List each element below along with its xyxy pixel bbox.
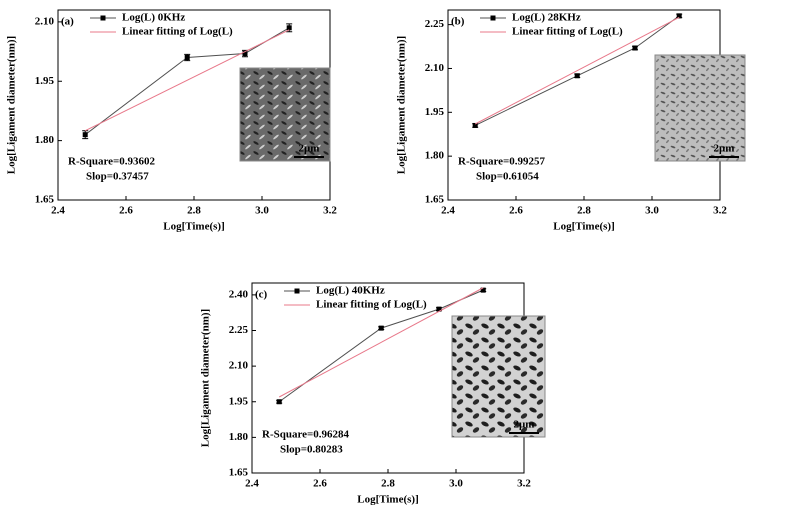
y-axis-label: Log[Ligament diameter(nm)] <box>6 36 18 174</box>
panel-label: (b) <box>451 16 465 28</box>
x-tick-label: 2.4 <box>245 478 259 490</box>
y-axis-label: Log[Ligament diameter(nm)] <box>200 309 212 447</box>
fit-annotation: Slop=0.61054 <box>476 171 539 183</box>
legend-label: Log(L) 40KHz <box>316 285 385 297</box>
x-tick-label: 2.4 <box>51 205 65 217</box>
data-point <box>676 13 682 19</box>
y-tick-label: 1.65 <box>425 194 445 206</box>
x-tick-label: 3.0 <box>255 205 269 217</box>
chart-panel: 2.4 2.6 2.8 3.0 3.2 1.65 1.80 1.95 2.10 Log[Time(… <box>6 9 337 233</box>
data-point <box>82 132 88 138</box>
y-tick-label: 1.80 <box>425 150 445 162</box>
x-axis-label: Log[Time(s)] <box>553 221 615 233</box>
x-axis-label: Log[Time(s)] <box>163 221 225 233</box>
x-tick-label: 3.0 <box>645 205 659 217</box>
fit-annotation: R-Square=0.96284 <box>262 429 350 441</box>
y-tick-label: 2.10 <box>35 15 55 27</box>
x-tick-label: 2.8 <box>577 205 591 217</box>
x-tick-label: 3.2 <box>517 478 531 490</box>
data-point <box>480 287 486 293</box>
y-tick-label: 1.95 <box>229 395 249 407</box>
x-tick-label: 2.4 <box>441 205 455 217</box>
data-line <box>474 15 680 126</box>
inset-image <box>239 67 331 162</box>
x-tick-label: 2.6 <box>119 205 133 217</box>
chart-panel: 2.4 2.6 2.8 3.0 3.2 1.65 1.80 1.95 2.10 2.25 Log[T… <box>396 9 746 233</box>
scale-label: 2μm <box>714 143 735 155</box>
data-point <box>242 51 248 57</box>
legend-marker <box>490 15 496 21</box>
y-tick-label: 2.40 <box>229 288 249 300</box>
fit-line <box>278 287 484 398</box>
fit-annotation: Slop=0.80283 <box>280 444 343 456</box>
data-point <box>286 25 292 31</box>
data-point <box>378 325 384 331</box>
y-tick-label: 2.25 <box>425 18 445 30</box>
data-point <box>184 55 190 60</box>
data-point <box>436 306 442 312</box>
y-tick-label: 1.95 <box>35 75 55 87</box>
legend-label: Linear fitting of Log(L) <box>316 299 427 311</box>
y-tick-label: 2.25 <box>229 324 249 336</box>
fit-annotation: R-Square=0.93602 <box>68 156 156 168</box>
legend-label: Linear fitting of Log(L) <box>512 26 623 38</box>
fit-annotation: R-Square=0.99257 <box>458 156 546 168</box>
x-axis-label: Log[Time(s)] <box>357 494 419 506</box>
scale-label: 2μm <box>299 143 320 155</box>
scale-label: 2μm <box>514 419 535 431</box>
data-point <box>276 399 282 405</box>
y-tick-label: 1.65 <box>35 194 55 206</box>
legend-marker <box>294 288 300 294</box>
legend-marker <box>100 15 106 21</box>
legend-label: Log(L) 0KHz <box>122 12 185 24</box>
panel-label: (c) <box>255 289 268 301</box>
y-tick-label: 1.80 <box>229 431 249 443</box>
inset-image <box>451 315 546 438</box>
chart-panel: 2.4 2.6 2.8 3.0 3.2 1.65 1.80 1.95 2.10 2.25 2.40 L… <box>200 282 546 506</box>
x-tick-label: 3.2 <box>323 205 337 217</box>
y-axis-label: Log[Ligament diameter(nm)] <box>396 36 408 174</box>
legend-label: Linear fitting of Log(L) <box>122 26 233 38</box>
data-point <box>632 45 638 51</box>
x-tick-label: 2.6 <box>509 205 523 217</box>
fit-line <box>474 16 680 125</box>
fit-annotation: Slop=0.37457 <box>86 171 149 183</box>
y-tick-label: 2.10 <box>229 360 249 372</box>
y-tick-label: 1.95 <box>425 106 445 118</box>
x-tick-label: 2.8 <box>381 478 395 490</box>
x-tick-label: 2.6 <box>313 478 327 490</box>
x-tick-label: 3.2 <box>713 205 727 217</box>
y-tick-label: 1.65 <box>229 467 249 479</box>
x-tick-label: 2.8 <box>187 205 201 217</box>
legend-label: Log(L) 28KHz <box>512 12 581 24</box>
data-point <box>574 73 580 79</box>
x-tick-label: 3.0 <box>449 478 463 490</box>
y-tick-label: 2.10 <box>425 62 445 74</box>
inset-image <box>654 54 746 162</box>
panel-label: (a) <box>61 16 74 28</box>
data-point <box>472 122 478 128</box>
fit-line <box>84 29 290 132</box>
y-tick-label: 1.80 <box>35 134 55 146</box>
